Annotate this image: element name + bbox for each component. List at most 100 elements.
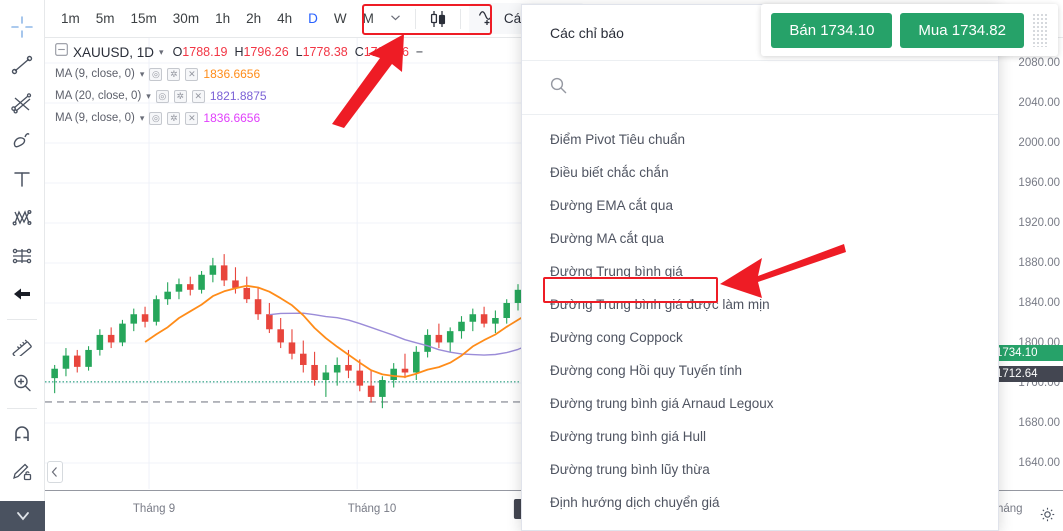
chart-legend: XAUUSD, 1D ▾ O1788.19 H1796.26 L1778.38 … (55, 42, 423, 130)
toolbar-separator (414, 8, 416, 29)
ohlc-close-key: C (354, 45, 364, 59)
price-tag: 1712.64 (992, 366, 1063, 383)
ohlc-open-value: 1788.19 (182, 45, 228, 59)
indicators-panel: Các chỉ báo Điểm Pivot Tiêu chuẩn Điều bi… (521, 4, 999, 531)
ohlc-high-value: 1796.26 (243, 45, 289, 59)
chevron-down-icon[interactable] (383, 8, 408, 29)
timeframe-D[interactable]: D (308, 11, 318, 26)
price-axis-tick: 1880.00 (1018, 257, 1060, 269)
eye-icon[interactable]: ◎ (149, 111, 163, 125)
ohlc-values: O1788.19 H1796.26 L1778.38 C1788.16 − (173, 45, 424, 59)
eye-icon[interactable]: ◎ (155, 89, 169, 103)
indicator-list-item[interactable]: Đường EMA cắt qua (550, 198, 673, 213)
indicator-list-item[interactable]: Đường trung bình giá Arnaud Legoux (550, 396, 774, 411)
trend-line-tool-icon[interactable] (4, 48, 40, 82)
eye-icon[interactable]: ◎ (149, 67, 163, 81)
ohlc-open-key: O (172, 45, 183, 59)
indicator-list-item[interactable]: Điều biết chắc chắn (550, 165, 669, 180)
indicators-panel-title: Các chỉ báo (550, 24, 624, 41)
study-2-chevron-down-icon[interactable]: ▾ (139, 112, 145, 123)
study-1-chevron-down-icon[interactable]: ▾ (146, 90, 151, 101)
study-1-name: MA (20, close, 0) (55, 90, 142, 102)
magnet-tool-icon[interactable] (4, 417, 40, 451)
close-icon[interactable]: ✕ (191, 89, 205, 103)
timeframe-1m[interactable]: 1m (61, 11, 80, 26)
indicator-list-item[interactable]: Điểm Pivot Tiêu chuẩn (550, 132, 686, 147)
legend-study-row: MA (20, close, 0) ▾ ◎ ✲ ✕ 1821.8875 (55, 86, 423, 106)
brush-tool-icon[interactable] (4, 124, 40, 158)
indicators-search-row[interactable] (522, 61, 998, 115)
zoom-in-tool-icon[interactable] (4, 366, 40, 400)
indicator-list-item[interactable]: Đường cong Hồi quy Tuyến tính (550, 363, 742, 378)
timeframe-W[interactable]: W (333, 11, 347, 26)
indicator-list-item[interactable]: Đường Trung bình giá được làm mịn (550, 297, 770, 312)
timeframe-4h[interactable]: 4h (277, 11, 293, 26)
indicators-search-input[interactable] (577, 80, 970, 95)
close-icon[interactable]: ✕ (185, 111, 199, 125)
ohlc-low-value: 1778.38 (302, 45, 348, 59)
timeframe-1h[interactable]: 1h (215, 11, 231, 26)
indicators-list[interactable]: Điểm Pivot Tiêu chuẩn Điều biết chắc chắn… (522, 115, 998, 519)
crosshair-tool-icon[interactable] (4, 10, 40, 44)
collapse-legend-icon[interactable] (55, 43, 68, 61)
settings-icon[interactable]: ✲ (167, 67, 181, 81)
indicator-list-item[interactable]: Đường cong Coppock (550, 330, 683, 345)
pitchfork-tool-icon[interactable] (4, 86, 40, 120)
indicator-list-item[interactable]: Đường Trung bình giá (550, 264, 683, 279)
scroll-left-button[interactable] (47, 461, 63, 483)
close-icon[interactable]: ✕ (185, 67, 199, 81)
price-axis-tick: 1960.00 (1018, 177, 1060, 189)
arrow-marker-tool-icon[interactable] (4, 277, 40, 311)
stay-in-drawing-mode-icon[interactable] (4, 455, 40, 489)
settings-icon[interactable]: ✲ (167, 111, 181, 125)
timeframe-15m[interactable]: 15m (130, 11, 157, 26)
ohlc-change: − (415, 45, 424, 59)
sell-button[interactable]: Bán 1734.10 (771, 12, 893, 48)
timeframe-2h[interactable]: 2h (246, 11, 262, 26)
indicators-panel-header: Các chỉ báo (522, 5, 998, 61)
ohlc-low-key: L (295, 45, 303, 59)
trade-bar: Bán 1734.10 Mua 1734.82 (761, 4, 1058, 56)
legend-symbol-row: XAUUSD, 1D ▾ O1788.19 H1796.26 L1778.38 … (55, 42, 423, 62)
price-axis-tick: 2040.00 (1018, 97, 1060, 109)
ohlc-close-value: 1788.16 (363, 45, 409, 59)
drag-handle-icon[interactable] (1032, 13, 1048, 47)
collapse-toolbar-button[interactable] (0, 501, 45, 531)
symbol-chevron-down-icon[interactable]: ▾ (159, 46, 164, 57)
prediction-tool-icon[interactable] (4, 238, 40, 272)
study-0-value: 1836.6656 (203, 67, 261, 81)
study-2-value: 1836.6656 (203, 111, 261, 125)
study-1-value: 1821.8875 (209, 89, 267, 103)
buy-button[interactable]: Mua 1734.82 (900, 12, 1024, 48)
study-0-name: MA (9, close, 0) (55, 68, 135, 80)
settings-icon[interactable]: ✲ (173, 89, 187, 103)
gear-icon[interactable] (1036, 503, 1058, 525)
candlestick-icon[interactable] (422, 5, 454, 33)
pattern-tool-icon[interactable] (4, 200, 40, 234)
study-0-chevron-down-icon[interactable]: ▾ (139, 68, 145, 79)
search-icon (550, 77, 567, 99)
price-axis-tick: 2080.00 (1018, 57, 1060, 69)
timeframe-M[interactable]: M (362, 11, 374, 26)
timeframe-5m[interactable]: 5m (95, 11, 115, 26)
timeframe-30m[interactable]: 30m (172, 11, 200, 26)
indicator-list-item[interactable]: Đường trung bình lũy thừa (550, 462, 710, 477)
indicator-list-item[interactable]: Đường MA cắt qua (550, 231, 664, 246)
legend-study-row: MA (9, close, 0) ▾ ◎ ✲ ✕ 1836.6656 (55, 108, 423, 128)
text-tool-icon[interactable] (4, 162, 40, 196)
price-axis-tick: 1840.00 (1018, 297, 1060, 309)
price-axis-tick: 1920.00 (1018, 217, 1060, 229)
indicator-list-item[interactable]: Đường trung bình giá Hull (550, 429, 706, 444)
toolbar-divider-2 (7, 407, 37, 409)
measure-tool-icon[interactable] (4, 328, 40, 362)
legend-study-row: MA (9, close, 0) ▾ ◎ ✲ ✕ 1836.6656 (55, 64, 423, 84)
price-axis[interactable]: 2080.00 2040.00 2000.00 1960.00 1920.00 1880.… (991, 38, 1063, 490)
drawing-toolbar (0, 0, 45, 531)
time-axis-tick: Tháng 9 (132, 503, 176, 515)
indicator-add-icon (478, 8, 498, 29)
price-axis-tick: 2000.00 (1018, 137, 1060, 149)
indicator-list-item[interactable]: Định hướng dịch chuyển giá (550, 495, 720, 510)
price-tag: 1734.10 (992, 344, 1063, 361)
symbol-title: XAUUSD, 1D (73, 44, 155, 60)
price-axis-tick: 1640.00 (1018, 457, 1060, 469)
